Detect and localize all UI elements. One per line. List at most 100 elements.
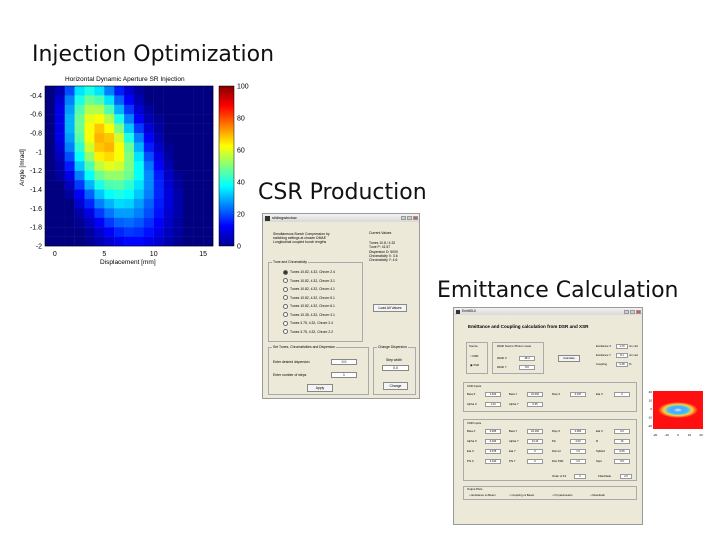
input-field[interactable]: 0.35 [527, 402, 543, 407]
tune-option[interactable]: Tunes 10.35, 4.32, Chrom 3.1 [283, 311, 335, 320]
tune-option[interactable]: Tunes 3.75, 4.32, Chrom 2.2 [283, 328, 335, 337]
heatmap-cell [183, 104, 194, 115]
input-field[interactable]: 1.5 [570, 449, 586, 454]
change-button[interactable]: Change [383, 382, 408, 390]
input-field[interactable]: 13.13 [527, 439, 543, 444]
input-field[interactable]: 1.5 [570, 459, 586, 464]
heatmap-cell [104, 180, 115, 190]
input-field[interactable]: 0.0 [614, 429, 630, 434]
source-option-dsr[interactable]: ○ DSR [470, 354, 478, 359]
heatmap-y-tick: -0.8 [30, 131, 42, 138]
output-option[interactable]: □ Emittance vs Beam [469, 493, 496, 498]
input-field[interactable]: 0.047 [570, 392, 586, 397]
input-field[interactable]: 0 [527, 449, 543, 454]
heatmap-cell [143, 161, 154, 171]
heatmap-cell [124, 161, 135, 171]
beam-y-tick: 0 [650, 407, 652, 411]
heatmap-cell [94, 198, 105, 209]
output-option[interactable]: □ Residuals [590, 493, 605, 498]
checkbox-icon[interactable]: □ [509, 493, 511, 497]
tune-option[interactable]: Tunes 10.82, 4.32, Chrom 3.1 [283, 277, 335, 286]
input-field[interactable]: 0.05 [614, 449, 630, 454]
input-field[interactable]: 0 [527, 459, 543, 464]
input-field[interactable]: 0.054 [570, 429, 586, 434]
apply-button[interactable]: Apply [307, 384, 333, 392]
radio-icon[interactable] [283, 329, 288, 335]
radio-icon[interactable] [283, 295, 288, 301]
heatmap-cell [84, 114, 95, 124]
heatmap-cell [183, 198, 194, 209]
step-width-field[interactable]: 0.0 [382, 365, 409, 371]
width-x-field[interactable]: 48.4 [519, 356, 535, 361]
calculate-button[interactable]: Calculate [558, 355, 580, 362]
heatmap-cell [124, 189, 135, 200]
heatmap-cell [163, 161, 174, 171]
tune-option[interactable]: Tunes 10.82, 4.32, Chrom 6.1 [283, 302, 335, 311]
heatmap-cell [183, 208, 194, 218]
checkbox-icon[interactable]: □ [590, 493, 592, 497]
heatmap-cell [133, 151, 145, 162]
emittance-x-field: 1.70 [616, 344, 628, 349]
filterblade-label: Filterblade [598, 474, 612, 478]
heatmap-cell [94, 123, 105, 134]
width-group: Width fixed in Photon meas Width X 48.4 … [492, 342, 544, 374]
heatmap-cell [64, 104, 75, 115]
input-field[interactable]: 16 [614, 439, 630, 444]
radio-icon[interactable] [283, 278, 288, 284]
input-field[interactable]: 1.622 [485, 392, 501, 397]
input-field[interactable]: 0.034 [485, 439, 501, 444]
tune-option[interactable]: Tunes 10.82, 4.32, Chrom 4.1 [283, 285, 335, 294]
input-field[interactable]: 0.5 [614, 459, 630, 464]
number-of-steps-field[interactable]: 1 [331, 372, 357, 378]
radio-icon[interactable] [283, 320, 288, 326]
input-label: Pin [552, 439, 557, 443]
minimize-icon[interactable] [624, 309, 629, 314]
heatmap-colorbar [218, 85, 235, 247]
tune-option[interactable]: Tunes 10.82, 4.32, Chrom 2.4 [283, 268, 335, 277]
close-icon[interactable] [413, 216, 418, 220]
desired-dispersion-field[interactable]: 0.0 [331, 359, 357, 365]
radio-icon[interactable] [283, 286, 288, 292]
heatmap-cell [203, 236, 214, 247]
close-icon[interactable] [636, 309, 641, 314]
maximize-icon[interactable] [630, 309, 635, 314]
radio-icon[interactable] [283, 312, 288, 318]
input-field[interactable]: 22.402 [527, 392, 543, 397]
heatmap-cell [163, 86, 174, 96]
input-field[interactable]: 0 [614, 392, 630, 397]
order-of-fit-field[interactable]: 2 [574, 474, 586, 479]
source-option-label: XSR [473, 363, 479, 367]
output-option[interactable]: □ Fit parameters [552, 493, 573, 498]
output-option[interactable]: □ Coupling vs Beam [509, 493, 534, 498]
radio-icon[interactable] [283, 269, 288, 275]
source-option-xsr[interactable]: ◉ XSR [470, 363, 479, 368]
heatmap-cell [45, 236, 56, 247]
tune-option[interactable]: Tunes 10.82, 4.32, Chrom 5.1 [283, 294, 335, 303]
input-field[interactable]: 0.925 [485, 429, 501, 434]
input-field[interactable]: 2.00 [570, 439, 586, 444]
tune-option[interactable]: Tunes 3.75, 4.32, Chrom 2.4 [283, 319, 335, 328]
heatmap-cell [193, 151, 204, 162]
checkbox-icon[interactable]: □ [469, 493, 471, 497]
current-values-title: Current Values [369, 231, 392, 235]
heatmap-cell [183, 217, 194, 228]
radio-icon[interactable]: ○ [470, 354, 472, 358]
filterblade-field[interactable]: 2.0 [620, 474, 632, 479]
input-field[interactable]: 22.102 [527, 429, 543, 434]
width-y-field[interactable]: 8.0 [519, 365, 535, 370]
input-field[interactable]: 4.100 [485, 459, 501, 464]
heatmap-cell [124, 198, 135, 209]
heatmap-cell [153, 198, 164, 209]
radio-icon[interactable] [283, 303, 288, 309]
minimize-icon[interactable] [401, 216, 406, 220]
input-field[interactable]: 1.23 [485, 402, 501, 407]
checkbox-icon[interactable]: □ [552, 493, 554, 497]
load-all-values-button[interactable]: Load All Values [373, 304, 407, 312]
maximize-icon[interactable] [407, 216, 412, 220]
input-field[interactable]: 0.075 [485, 449, 501, 454]
heatmap-cell [124, 86, 135, 96]
heatmap-cell [104, 227, 115, 237]
heatmap-x-label: Displacement [mm] [100, 259, 156, 266]
input-label: Eta X [596, 392, 603, 396]
input-label: Alpha X [467, 439, 477, 443]
